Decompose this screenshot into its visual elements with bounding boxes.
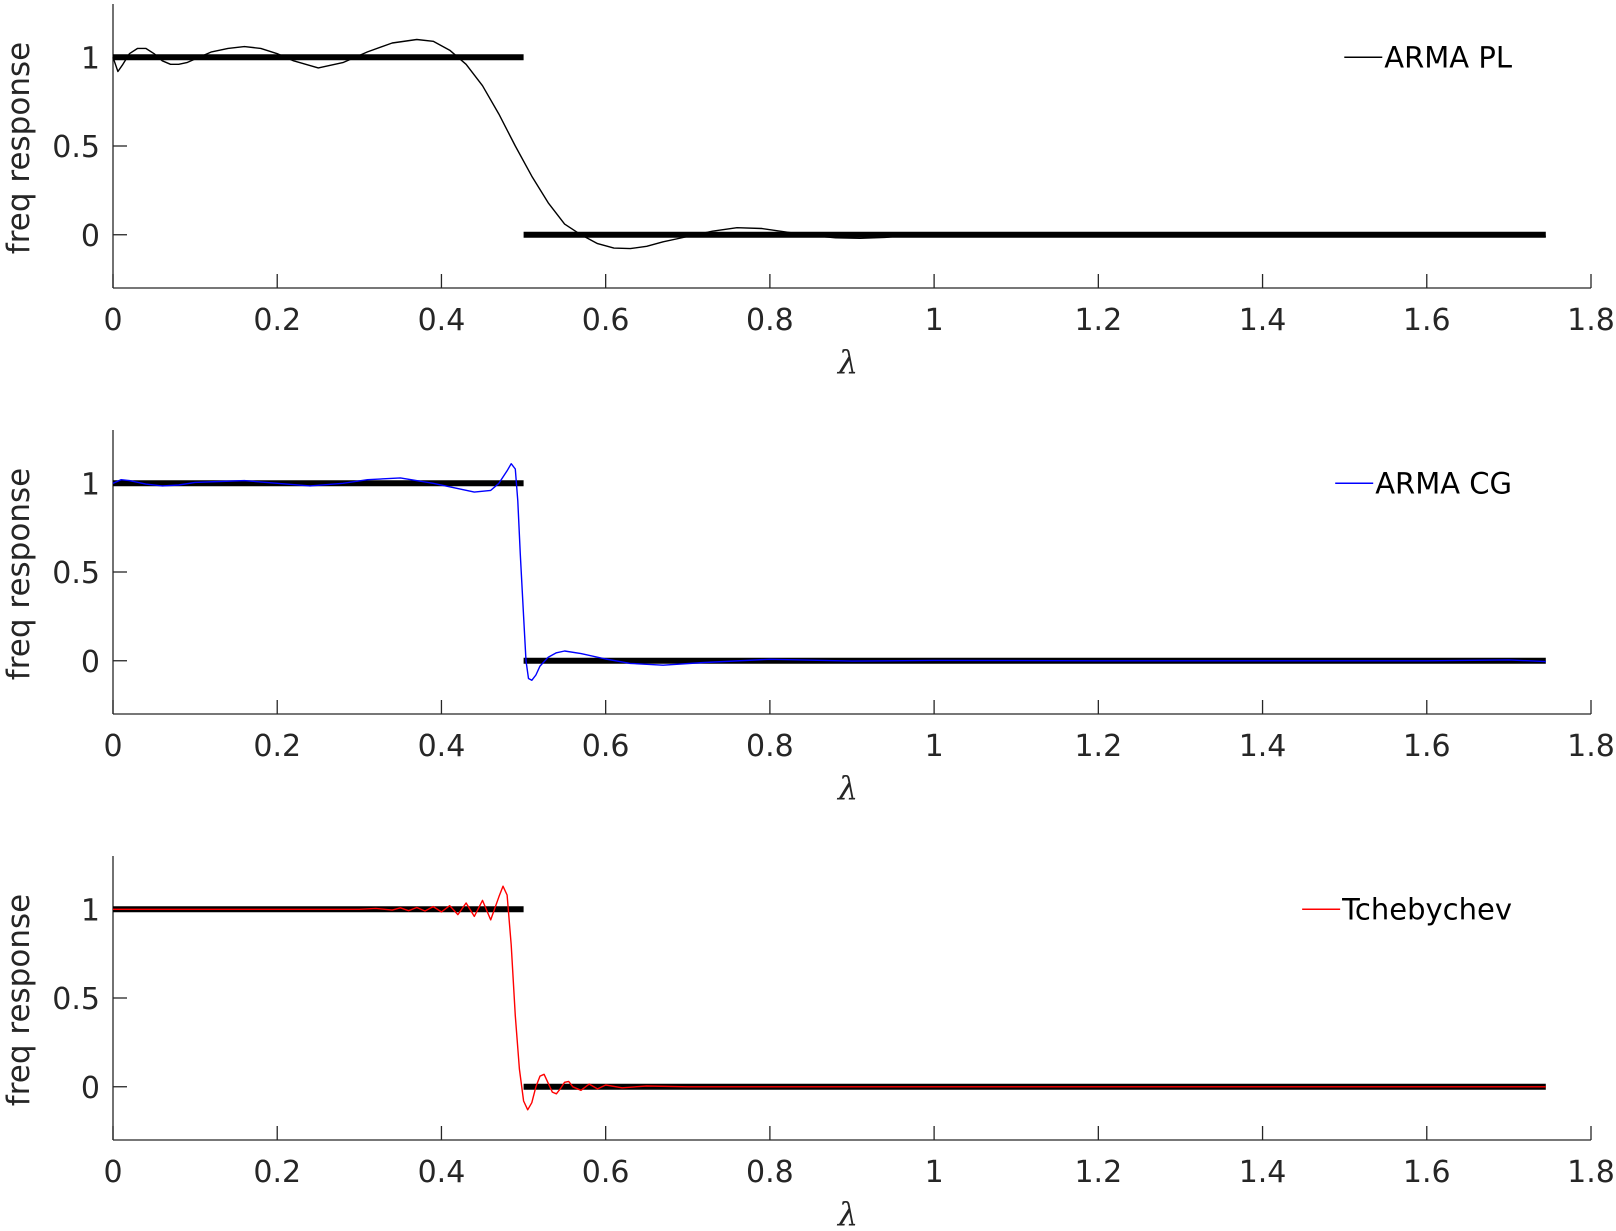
panel-3: 0 0.2 0.4 0.6 0.8 1 1.2 1.4 1.6 1.8 0 0.5 1 λ freq res… [1, 856, 1615, 1231]
x-tick-label: 0.6 [582, 303, 630, 338]
y-tick-label: 0.5 [52, 982, 100, 1017]
x-tick-label: 0.8 [746, 1155, 794, 1190]
panel-2: 0 0.2 0.4 0.6 0.8 1 1.2 1.4 1.6 1.8 0 0.5 1 λ freq res… [1, 430, 1615, 807]
x-tick-label: 1.2 [1074, 729, 1122, 764]
series-line-tchebychev [113, 885, 1546, 1111]
y-tick-label: 0.5 [52, 556, 100, 591]
x-tick-label: 0 [103, 729, 122, 764]
legend: ARMA PL [1344, 40, 1512, 74]
y-tick-label: 1 [81, 467, 100, 502]
legend: ARMA CG [1335, 466, 1512, 500]
x-tick-label: 0 [103, 1155, 122, 1190]
y-tick-label: 1 [81, 41, 100, 76]
x-axis-title: λ [836, 769, 858, 807]
legend: Tchebychev [1302, 892, 1512, 926]
legend-label: Tchebychev [1341, 892, 1512, 926]
x-tick-label: 0.2 [253, 1155, 301, 1190]
x-tick-label: 1.2 [1074, 303, 1122, 338]
x-tick-label: 0.6 [582, 729, 630, 764]
x-tick-label: 1.4 [1239, 729, 1287, 764]
x-tick-label: 1.8 [1567, 303, 1615, 338]
x-tick-label: 1 [925, 729, 944, 764]
x-tick-label: 0.8 [746, 729, 794, 764]
x-axis-title: λ [836, 343, 858, 381]
x-tick-label: 1.8 [1567, 1155, 1615, 1190]
x-tick-label: 1.6 [1403, 1155, 1451, 1190]
series-line-arma-pl [112, 38, 1546, 250]
y-tick-label: 0 [81, 219, 100, 254]
x-tick-label: 1.4 [1239, 303, 1287, 338]
y-axis-title: freq response [1, 894, 37, 1106]
x-tick-label: 1.6 [1403, 303, 1451, 338]
series-line-arma-cg [112, 463, 1546, 681]
x-tick-label: 0.6 [582, 1155, 630, 1190]
x-tick-label: 0.8 [746, 303, 794, 338]
x-axis-title: λ [836, 1195, 858, 1231]
x-tick-label: 0.2 [253, 303, 301, 338]
y-tick-label: 0 [81, 645, 100, 680]
x-tick-label: 1.2 [1074, 1155, 1122, 1190]
legend-label: ARMA CG [1375, 466, 1512, 500]
panel-1: 0 0.2 0.4 0.6 0.8 1 1.2 1.4 1.6 1.8 0 0.5 1 λ freq res… [1, 4, 1615, 381]
x-tick-label: 0.4 [418, 1155, 466, 1190]
x-tick-label: 1.6 [1403, 729, 1451, 764]
y-axis-title: freq response [1, 42, 37, 254]
y-tick-label: 0 [81, 1071, 100, 1106]
y-axis-title: freq response [1, 468, 37, 680]
x-tick-label: 0 [103, 303, 122, 338]
y-tick-label: 0.5 [52, 130, 100, 165]
x-tick-label: 1.8 [1567, 729, 1615, 764]
x-tick-label: 1 [925, 303, 944, 338]
legend-label: ARMA PL [1384, 40, 1512, 74]
y-tick-label: 1 [81, 893, 100, 928]
x-tick-label: 0.4 [418, 303, 466, 338]
x-tick-label: 1.4 [1239, 1155, 1287, 1190]
x-tick-label: 1 [925, 1155, 944, 1190]
x-tick-label: 0.2 [253, 729, 301, 764]
x-tick-label: 0.4 [418, 729, 466, 764]
